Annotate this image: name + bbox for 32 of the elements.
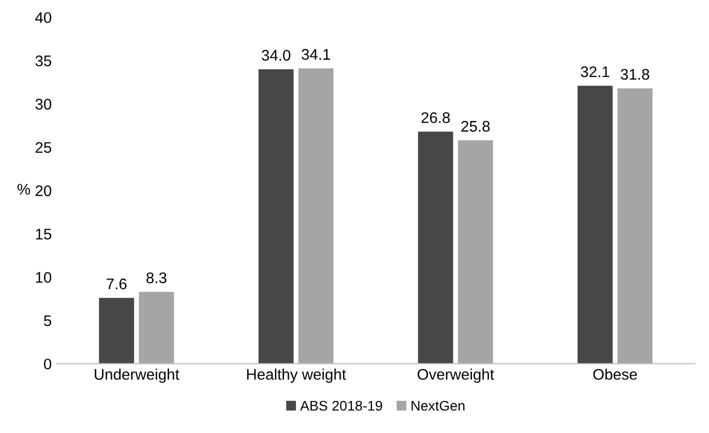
bar — [138, 292, 174, 364]
x-tick-label: Obese — [593, 368, 637, 380]
data-label: 8.3 — [146, 272, 166, 284]
y-tick-label: 35 — [35, 55, 52, 66]
legend-label: ABS 2018-19 — [300, 400, 382, 411]
x-tick-label: Underweight — [94, 368, 180, 383]
data-label: 32.1 — [580, 66, 610, 78]
data-label: 26.8 — [421, 112, 450, 124]
bar — [458, 140, 494, 364]
bar — [98, 298, 134, 364]
y-tick-label: 30 — [35, 98, 52, 110]
bar — [578, 86, 613, 364]
y-tick-label: 5 — [44, 315, 52, 326]
data-label: 7.6 — [106, 278, 126, 290]
bar — [418, 132, 454, 364]
data-label: 25.8 — [461, 120, 490, 132]
legend-label: NextGen — [412, 400, 464, 411]
y-tick-label: 20 — [36, 185, 52, 196]
y-tick-label: 0 — [44, 358, 52, 370]
bar — [258, 69, 294, 364]
bar — [298, 68, 334, 364]
y-tick-label: 25 — [36, 142, 52, 153]
y-tick-label: 40 — [35, 12, 52, 24]
y-axis-title: % — [18, 184, 30, 195]
y-tick-label: 15 — [36, 228, 52, 240]
bar — [617, 88, 653, 364]
data-label: 34.0 — [262, 50, 290, 61]
x-tick-label: Overweight — [418, 368, 494, 383]
x-tick-label: Healthy weight — [247, 368, 346, 383]
y-tick-label: 10 — [36, 272, 52, 283]
data-label: 34.1 — [302, 49, 330, 60]
data-label: 31.8 — [620, 68, 650, 80]
